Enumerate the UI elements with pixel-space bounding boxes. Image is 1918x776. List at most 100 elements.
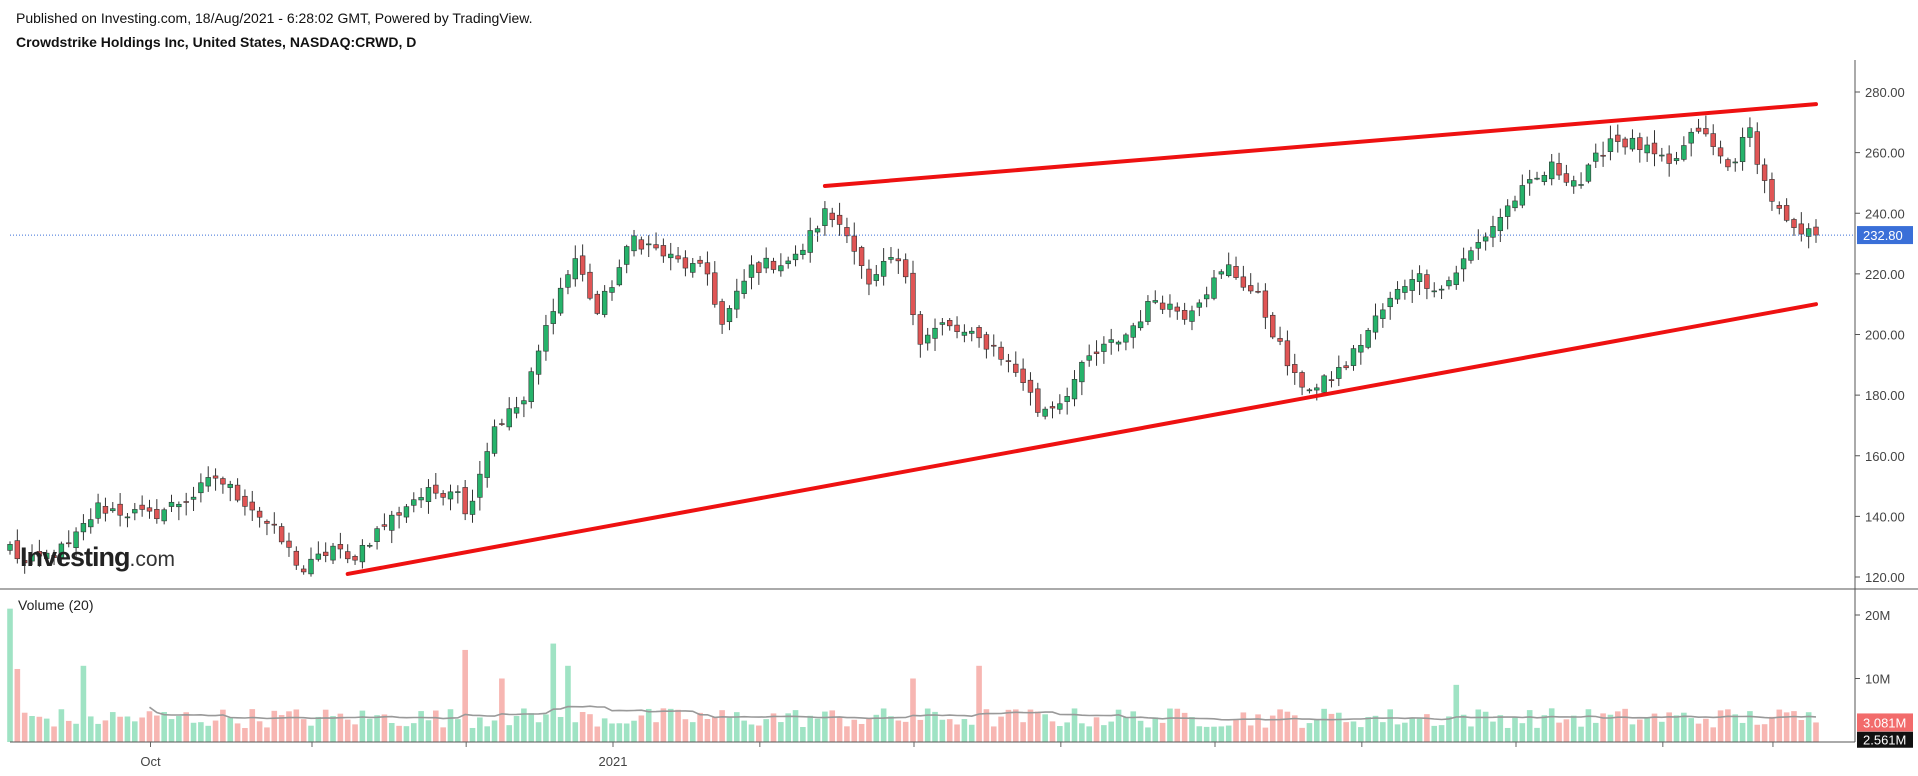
candle-up — [44, 552, 50, 559]
candle-up — [359, 545, 366, 563]
candle-up — [1409, 279, 1415, 291]
candle-up — [1350, 348, 1357, 366]
volume-bar-up — [1504, 727, 1511, 742]
volume-bar-down — [1717, 710, 1724, 742]
candle-up — [1460, 258, 1467, 270]
candle-up — [389, 514, 395, 531]
volume-bar-down — [1328, 713, 1335, 742]
candle-up — [822, 208, 828, 226]
volume-bar-down — [65, 720, 72, 742]
price-tick-label: 240.00 — [1865, 206, 1905, 221]
candle-down — [1005, 360, 1012, 362]
candles-group — [7, 115, 1819, 577]
volume-bar-up — [1592, 722, 1599, 742]
volume-bar-up — [1673, 715, 1680, 742]
volume-bar-up — [1086, 726, 1092, 742]
volume-bar-up — [418, 711, 424, 742]
volume-bar-down — [910, 678, 916, 742]
candle-up — [110, 508, 116, 512]
volume-bar-up — [1057, 726, 1063, 742]
candle-down — [440, 493, 446, 498]
candle-up — [190, 496, 197, 500]
candle-down — [1013, 363, 1019, 373]
volume-bar-down — [1049, 721, 1056, 742]
volume-bar-up — [1101, 725, 1107, 742]
candle-down — [947, 320, 953, 327]
candle-up — [1607, 138, 1614, 152]
candle-down — [910, 272, 916, 316]
candle-down — [293, 550, 300, 566]
candle-down — [14, 540, 21, 560]
trendlines-group — [345, 102, 1818, 576]
volume-bar-down — [1291, 715, 1298, 742]
volume-bar-up — [315, 716, 322, 742]
volume-bar-up — [1585, 709, 1592, 742]
candle-down — [1600, 154, 1606, 157]
candle-up — [411, 499, 417, 506]
candle-down — [1783, 205, 1790, 221]
candle-up — [1497, 216, 1504, 232]
candle-down — [499, 423, 505, 425]
candle-down — [1233, 266, 1239, 278]
volume-bar-down — [1159, 722, 1166, 742]
volume-bar-down — [249, 709, 256, 742]
volume-bar-down — [256, 721, 263, 742]
candle-up — [1189, 310, 1195, 322]
volume-bar-up — [1475, 709, 1482, 742]
candle-up — [1446, 280, 1452, 287]
candle-down — [337, 544, 344, 550]
volume-bar-up — [1512, 717, 1518, 742]
volume-bar-down — [234, 723, 241, 742]
candle-down — [66, 542, 72, 545]
candle-up — [1571, 180, 1577, 187]
candle-up — [1431, 290, 1437, 293]
candle-up — [1130, 325, 1136, 338]
price-tick-label: 260.00 — [1865, 146, 1905, 161]
candle-up — [455, 491, 461, 493]
volume-bar-down — [1651, 713, 1658, 742]
candle-down — [1556, 163, 1562, 176]
candle-down — [234, 484, 241, 501]
candle-up — [873, 274, 879, 281]
candle-down — [242, 495, 248, 507]
price-tick-label: 160.00 — [1865, 449, 1905, 464]
candle-down — [1424, 274, 1430, 289]
volume-bar-down — [858, 723, 865, 742]
candle-down — [1651, 142, 1658, 155]
volume-bar-up — [506, 725, 513, 742]
volume-bar-up — [1526, 710, 1533, 742]
volume-bar-up — [1482, 711, 1489, 742]
volume-bar-up — [87, 716, 94, 742]
candle-up — [550, 311, 556, 324]
volume-bar-down — [1813, 722, 1819, 742]
candle-down — [895, 258, 902, 262]
volume-bar-down — [682, 719, 689, 742]
volume-bar-down — [1269, 715, 1276, 742]
volume-bar-down — [352, 724, 358, 742]
candle-down — [1563, 173, 1570, 183]
candle-up — [1387, 297, 1393, 308]
candle-up — [1629, 137, 1636, 150]
volume-bar-up — [1387, 709, 1393, 742]
candle-up — [88, 519, 94, 528]
candle-up — [491, 426, 498, 454]
candle-up — [403, 506, 410, 518]
volume-bar-down — [14, 668, 21, 742]
candle-up — [557, 287, 564, 314]
volume-bar-down — [1027, 709, 1034, 742]
candle-up — [961, 331, 968, 336]
volume-bar-down — [1798, 720, 1805, 742]
candle-down — [866, 268, 872, 285]
volume-ma-label: 2.561M — [1863, 733, 1906, 748]
volume-bar-up — [80, 665, 87, 742]
candle-down — [1255, 290, 1261, 293]
candle-down — [1159, 302, 1166, 310]
candle-down — [594, 293, 601, 314]
candle-down — [352, 556, 358, 561]
volume-bar-down — [322, 709, 329, 742]
candle-up — [1644, 144, 1650, 154]
candle-up — [623, 246, 630, 265]
time-tick-label: 2021 — [599, 754, 628, 769]
volume-bar-up — [109, 712, 116, 742]
